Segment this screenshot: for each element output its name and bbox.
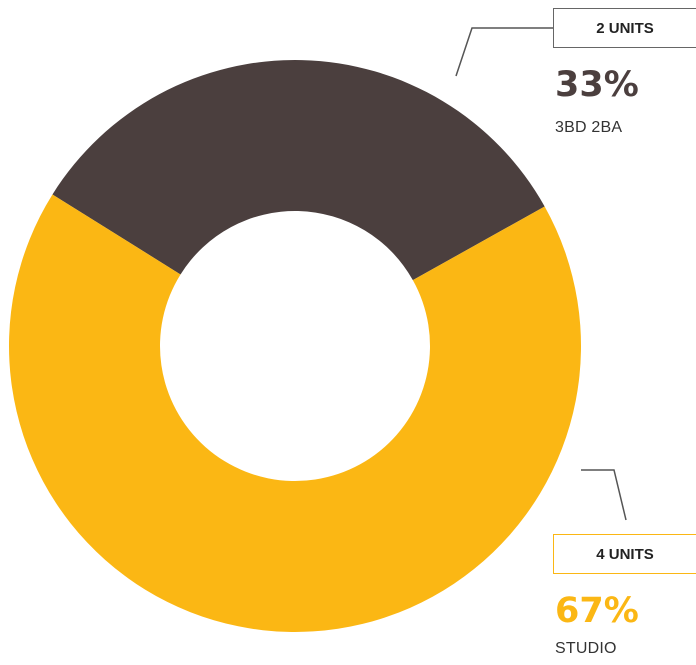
units-badge-studio: 4 UNITS — [553, 534, 696, 574]
leader-line-studio — [581, 470, 626, 520]
category-label-3bd-2ba: 3BD 2BA — [555, 119, 622, 137]
units-label-3bd-2ba: 2 UNITS — [596, 20, 654, 37]
percent-label-3bd-2ba: 33% — [555, 68, 639, 103]
category-label-studio: STUDIO — [555, 640, 617, 658]
pie-slice-studio — [9, 194, 581, 632]
percent-label-studio: 67% — [555, 594, 639, 629]
units-label-studio: 4 UNITS — [596, 546, 654, 563]
leader-line-3bd-2ba — [456, 28, 553, 76]
units-badge-3bd-2ba: 2 UNITS — [553, 8, 696, 48]
donut-slices — [9, 60, 581, 632]
